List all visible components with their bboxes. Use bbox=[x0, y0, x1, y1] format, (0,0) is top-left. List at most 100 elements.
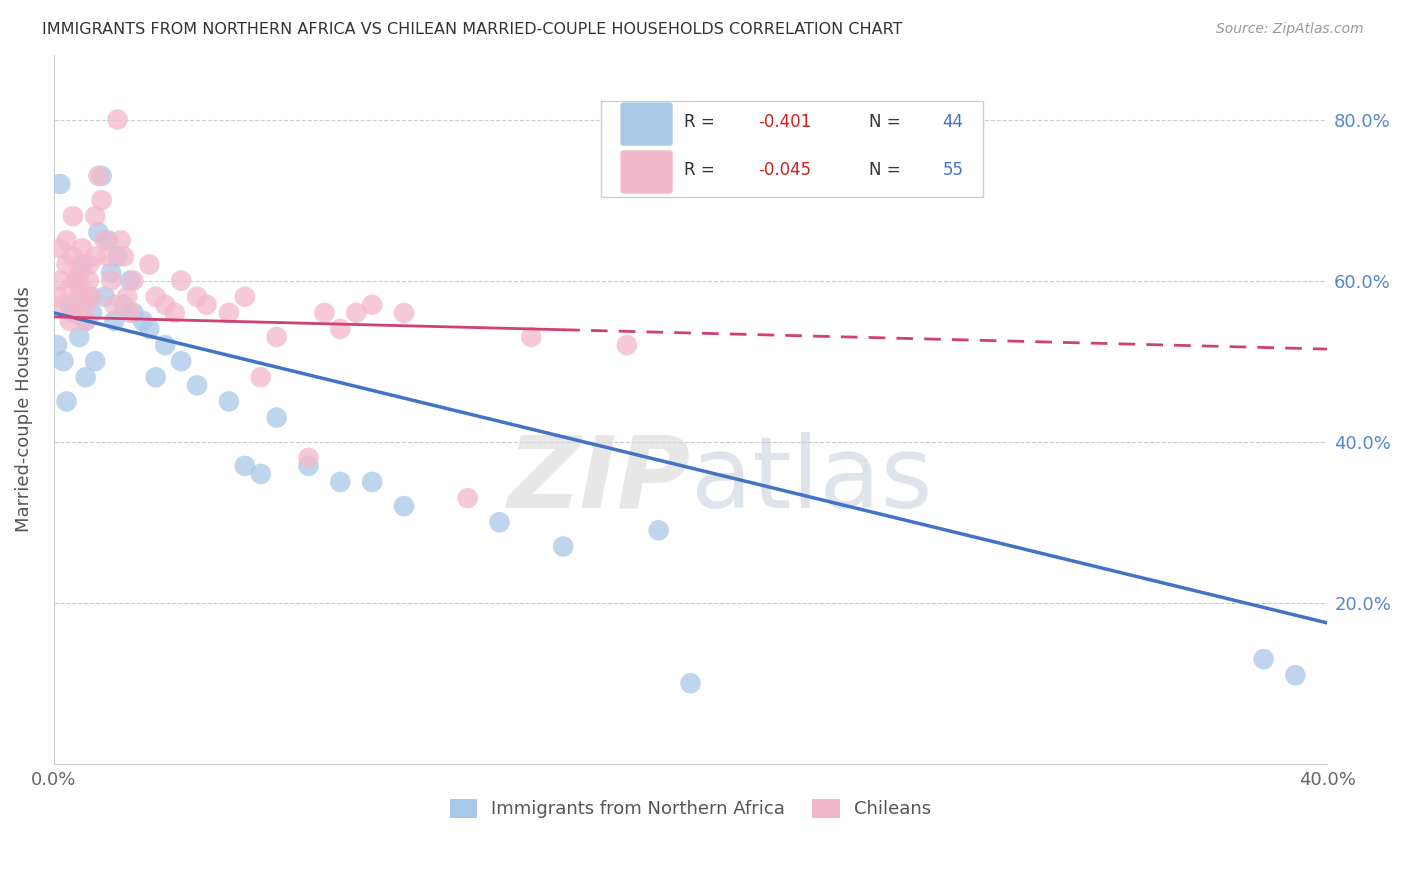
Text: -0.401: -0.401 bbox=[758, 113, 811, 131]
Point bbox=[67, 290, 90, 304]
Point bbox=[266, 410, 288, 425]
Legend: Immigrants from Northern Africa, Chileans: Immigrants from Northern Africa, Chilean… bbox=[443, 792, 938, 826]
Point bbox=[75, 314, 97, 328]
Point bbox=[65, 306, 87, 320]
Point bbox=[138, 258, 160, 272]
Point bbox=[553, 540, 575, 554]
Point bbox=[72, 282, 94, 296]
Point bbox=[520, 330, 543, 344]
Point bbox=[329, 475, 352, 489]
Point bbox=[94, 290, 117, 304]
Point bbox=[145, 290, 167, 304]
Point bbox=[84, 354, 107, 368]
Point bbox=[145, 370, 167, 384]
Point bbox=[75, 298, 97, 312]
Point bbox=[46, 338, 69, 352]
FancyBboxPatch shape bbox=[620, 151, 672, 194]
Point bbox=[62, 306, 84, 320]
Point bbox=[186, 290, 208, 304]
Text: R =: R = bbox=[685, 113, 720, 131]
Point bbox=[344, 306, 367, 320]
Point bbox=[679, 676, 702, 690]
Point bbox=[1284, 668, 1306, 682]
Point bbox=[112, 250, 135, 264]
Point bbox=[297, 450, 319, 465]
FancyBboxPatch shape bbox=[620, 103, 672, 145]
Point bbox=[249, 467, 271, 481]
Point bbox=[87, 169, 110, 183]
Point bbox=[112, 298, 135, 312]
Point bbox=[218, 306, 240, 320]
Point bbox=[67, 266, 90, 280]
Point bbox=[107, 112, 129, 127]
Point bbox=[122, 306, 145, 320]
Point bbox=[266, 330, 288, 344]
Point bbox=[392, 306, 415, 320]
Point bbox=[170, 274, 193, 288]
Text: IMMIGRANTS FROM NORTHERN AFRICA VS CHILEAN MARRIED-COUPLE HOUSEHOLDS CORRELATION: IMMIGRANTS FROM NORTHERN AFRICA VS CHILE… bbox=[42, 22, 903, 37]
Point bbox=[163, 306, 186, 320]
Point bbox=[647, 523, 669, 537]
Point bbox=[138, 322, 160, 336]
Text: Source: ZipAtlas.com: Source: ZipAtlas.com bbox=[1216, 22, 1364, 37]
Point bbox=[72, 258, 94, 272]
Point bbox=[75, 370, 97, 384]
Point bbox=[65, 274, 87, 288]
Point bbox=[87, 225, 110, 239]
Point bbox=[218, 394, 240, 409]
Point bbox=[457, 491, 479, 505]
Text: 55: 55 bbox=[942, 161, 963, 179]
Point bbox=[49, 274, 72, 288]
Point bbox=[90, 169, 112, 183]
Point bbox=[52, 354, 75, 368]
Point bbox=[155, 298, 177, 312]
Point bbox=[361, 475, 384, 489]
Point bbox=[59, 282, 82, 296]
Point bbox=[59, 314, 82, 328]
Point bbox=[62, 209, 84, 223]
Point bbox=[94, 233, 117, 247]
Text: R =: R = bbox=[685, 161, 720, 179]
Point bbox=[77, 258, 100, 272]
Point bbox=[132, 314, 155, 328]
Point bbox=[52, 298, 75, 312]
Point bbox=[361, 298, 384, 312]
Point bbox=[616, 338, 638, 352]
Text: N =: N = bbox=[869, 113, 905, 131]
Point bbox=[107, 250, 129, 264]
Point bbox=[122, 274, 145, 288]
Point bbox=[195, 298, 218, 312]
Text: -0.045: -0.045 bbox=[758, 161, 811, 179]
Point bbox=[115, 290, 138, 304]
Point bbox=[65, 274, 87, 288]
Point bbox=[110, 233, 132, 247]
Point bbox=[155, 338, 177, 352]
Point bbox=[49, 177, 72, 191]
FancyBboxPatch shape bbox=[602, 101, 983, 197]
Point bbox=[233, 458, 256, 473]
Point bbox=[1253, 652, 1275, 666]
Point bbox=[314, 306, 336, 320]
Point bbox=[75, 314, 97, 328]
Point bbox=[67, 330, 90, 344]
Point bbox=[84, 209, 107, 223]
Point bbox=[249, 370, 271, 384]
Point bbox=[80, 306, 103, 320]
Y-axis label: Married-couple Households: Married-couple Households bbox=[15, 286, 32, 533]
Point bbox=[103, 298, 125, 312]
Point bbox=[97, 250, 120, 264]
Point bbox=[59, 298, 82, 312]
Text: ZIP: ZIP bbox=[508, 432, 690, 529]
Point bbox=[170, 354, 193, 368]
Point bbox=[77, 290, 100, 304]
Text: N =: N = bbox=[869, 161, 905, 179]
Text: atlas: atlas bbox=[690, 432, 932, 529]
Point bbox=[97, 233, 120, 247]
Point bbox=[77, 274, 100, 288]
Point bbox=[120, 274, 142, 288]
Point bbox=[72, 241, 94, 255]
Point bbox=[55, 233, 77, 247]
Point bbox=[233, 290, 256, 304]
Point bbox=[488, 515, 510, 529]
Point bbox=[329, 322, 352, 336]
